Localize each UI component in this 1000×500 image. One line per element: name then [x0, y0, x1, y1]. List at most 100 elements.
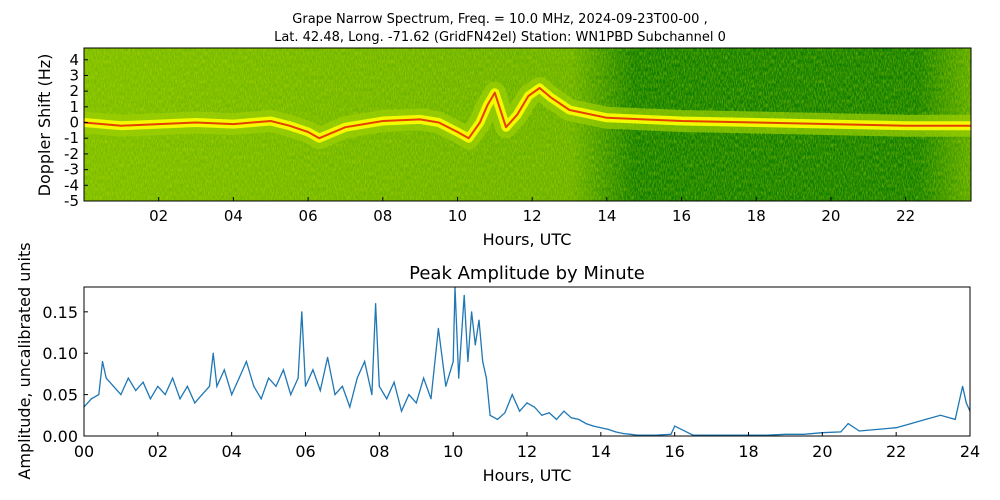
amplitude-y-tick-label: 0.15 [42, 303, 78, 322]
spectrogram-y-tick-label: -2 [64, 145, 79, 163]
amplitude-data-point [840, 431, 842, 433]
spectrogram-y-tick-label: 0 [69, 114, 79, 132]
amplitude-data-point [371, 394, 373, 396]
amplitude-data-point [877, 428, 879, 430]
amplitude-data-point [334, 394, 336, 396]
figure-title-line1: Grape Narrow Spectrum, Freq. = 10.0 MHz,… [292, 12, 708, 27]
amplitude-data-point [112, 385, 115, 387]
amplitude-data-point [478, 319, 480, 321]
amplitude-chart-title: Peak Amplitude by Minute [409, 263, 645, 284]
amplitude-data-point [208, 385, 211, 387]
amplitude-data-point [458, 377, 460, 379]
amplitude-data-point [496, 418, 499, 420]
spectrogram-y-tick-label: 2 [69, 82, 79, 100]
amplitude-data-point [164, 394, 166, 396]
amplitude-data-point [253, 385, 255, 387]
amplitude-x-tick-label: 02 [148, 442, 168, 461]
spectrogram-y-tick-label: -4 [64, 176, 79, 194]
amplitude-data-point [157, 385, 159, 387]
amplitude-data-point [201, 394, 203, 396]
amplitude-data-point [939, 414, 942, 416]
spectrogram-peak-trace [84, 87, 971, 140]
figure-title-line2: Lat. 42.48, Long. -71.62 (GridFN42el) St… [274, 30, 726, 45]
amplitude-x-tick-label: 10 [443, 442, 463, 461]
amplitude-data-point [142, 381, 144, 383]
spectrogram-y-tick-label: 3 [69, 66, 79, 84]
amplitude-data-point [312, 369, 314, 371]
amplitude-data-point [437, 327, 439, 329]
spectrogram-x-tick-label: 04 [224, 207, 243, 225]
amplitude-data-point [364, 360, 366, 363]
amplitude-data-point [275, 385, 277, 387]
amplitude-x-axis-label: Hours, UTC [483, 466, 572, 485]
amplitude-data-point [519, 410, 521, 412]
amplitude-y-tick-label: 0.00 [42, 427, 78, 446]
spectrogram-y-tick-label: -5 [64, 192, 79, 210]
amplitude-data-point [504, 412, 506, 414]
amplitude-data-point [135, 389, 137, 392]
spectrogram-x-axis-label: Hours, UTC [483, 230, 572, 249]
amplitude-y-tick-label: 0.10 [42, 344, 78, 363]
amplitude-data-point [578, 418, 580, 420]
amplitude-data-point [149, 398, 151, 400]
amplitude-data-point [570, 417, 572, 419]
amplitude-data-point [463, 294, 465, 296]
amplitude-data-point [489, 414, 491, 416]
amplitude-data-point [895, 427, 897, 429]
amplitude-data-point [629, 433, 632, 435]
amplitude-data-point [600, 427, 602, 429]
spectrogram-y-tick-label: 4 [69, 51, 79, 69]
amplitude-data-point [803, 433, 805, 435]
amplitude-data-point [378, 385, 380, 387]
spectrogram-y-tick-label: -1 [64, 129, 79, 147]
amplitude-data-point [541, 414, 543, 416]
amplitude-data-point [172, 377, 174, 379]
amplitude-x-tick-label: 06 [295, 442, 315, 461]
amplitude-y-axis-label: Amplitude, uncalibrated units [15, 242, 34, 479]
amplitude-data-point [349, 406, 351, 408]
amplitude-data-point [585, 423, 587, 425]
amplitude-data-point [90, 398, 92, 400]
amplitude-data-point [847, 423, 849, 425]
amplitude-data-point [400, 410, 403, 412]
amplitude-data-point [533, 406, 536, 408]
amplitude-data-point [925, 418, 927, 420]
amplitude-data-point [238, 377, 240, 379]
amplitude-data-point [304, 385, 307, 387]
amplitude-panel: Peak Amplitude by Minute 00 02 04 06 08 10 12 1… [15, 242, 980, 485]
amplitude-data-point [290, 394, 292, 396]
spectrogram-y-tick-label: 1 [69, 98, 79, 116]
amplitude-data-point [511, 394, 513, 396]
amplitude-data-point [268, 377, 270, 379]
amplitude-data-point [430, 398, 432, 400]
amplitude-data-point [194, 402, 196, 404]
amplitude-data-point [471, 311, 473, 313]
amplitude-x-tick-label: 14 [591, 442, 611, 461]
amplitude-series-line [84, 287, 970, 436]
amplitude-data-point [375, 303, 377, 305]
amplitude-data-point [858, 430, 860, 432]
amplitude-x-tick-label: 20 [812, 442, 832, 461]
amplitude-data-point [670, 433, 672, 435]
amplitude-data-point [482, 360, 484, 363]
amplitude-x-tick-label: 12 [517, 442, 537, 461]
amplitude-data-point [216, 385, 218, 387]
amplitude-data-point [212, 352, 214, 354]
spectrogram-x-tick-label: 10 [448, 207, 467, 225]
amplitude-x-tick-label: 00 [74, 442, 94, 461]
amplitude-data-point [474, 344, 476, 346]
spectrogram-x-tick-label: 20 [821, 207, 840, 225]
amplitude-data-point [186, 385, 188, 387]
amplitude-data-point [615, 431, 617, 433]
amplitude-data-point [260, 398, 262, 400]
amplitude-data-point [120, 394, 122, 396]
amplitude-data-point [101, 360, 104, 363]
amplitude-data-point [386, 398, 388, 400]
amplitude-data-point [962, 385, 964, 387]
amplitude-data-point [341, 385, 343, 387]
spectrogram-frame [83, 47, 972, 202]
amplitude-data-point [179, 398, 181, 400]
amplitude-data-point [423, 377, 425, 379]
amplitude-data-point [98, 394, 100, 396]
